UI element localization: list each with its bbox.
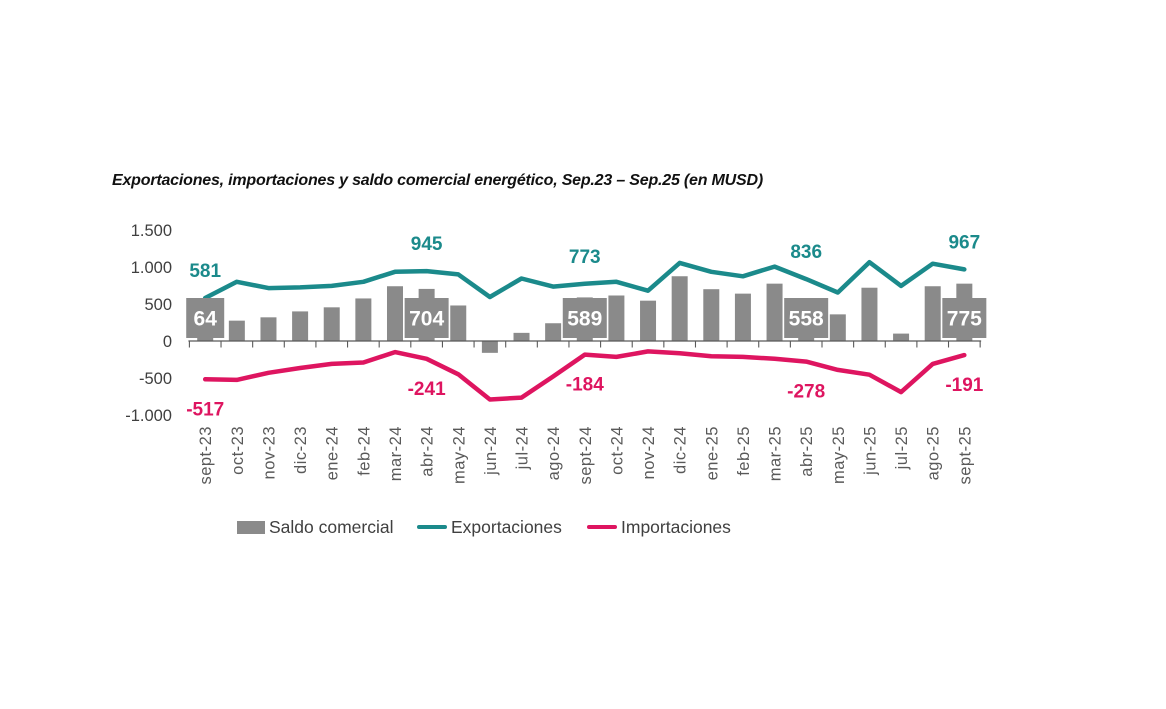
bar-ago-25: [924, 286, 941, 341]
x-label-feb-25: feb-25: [735, 426, 753, 476]
saldo-label-box: [404, 298, 449, 338]
bar-may-25: [829, 314, 846, 341]
saldo-label: 589: [567, 308, 602, 331]
bar-nov-24: [640, 300, 657, 341]
importaciones-label: -278: [787, 382, 825, 403]
exportaciones-label: 967: [948, 232, 980, 253]
exportaciones-label: 773: [569, 247, 601, 268]
bar-mar-24: [386, 286, 403, 341]
x-label-oct-24: oct-24: [608, 426, 626, 475]
legend-item-exportaciones: Exportaciones: [417, 514, 562, 540]
y-tick-label: 500: [144, 296, 172, 314]
x-label-jun-25: jun-25: [861, 426, 879, 476]
x-label-mar-25: mar-25: [767, 426, 785, 481]
legend-label-importaciones: Importaciones: [621, 516, 731, 537]
bar-nov-23: [260, 317, 277, 341]
bar-dic-24: [671, 276, 688, 341]
exportaciones-label: 836: [790, 242, 822, 263]
x-label-mar-24: mar-24: [387, 426, 405, 481]
saldo-label-box: [186, 298, 225, 338]
legend-item-importaciones: Importaciones: [587, 514, 731, 540]
bar-may-24: [450, 305, 467, 341]
importaciones-label: -184: [566, 375, 604, 396]
saldo-label: 704: [409, 308, 444, 331]
importaciones-line: [202, 349, 967, 402]
exportaciones-label: 945: [411, 234, 443, 255]
importaciones-label: -191: [945, 375, 983, 396]
x-label-sept-23: sept-23: [197, 426, 215, 485]
importaciones-line-swatch-icon: [587, 524, 617, 530]
bar-jun-24: [481, 341, 498, 353]
x-label-jun-24: jun-24: [482, 426, 500, 476]
x-label-oct-23: oct-23: [229, 426, 247, 475]
x-label-sept-25: sept-25: [956, 426, 974, 485]
x-label-ago-25: ago-25: [925, 426, 943, 480]
y-tick-label: 1.500: [131, 222, 172, 240]
x-label-ene-25: ene-25: [703, 426, 721, 480]
x-label-jul-24: jul-24: [514, 426, 532, 470]
saldo-label-box: [942, 298, 987, 338]
saldo-label: 775: [947, 308, 982, 331]
legend-item-saldo: Saldo comercial: [237, 514, 394, 540]
y-tick-label: -500: [139, 370, 172, 388]
x-label-nov-23: nov-23: [260, 426, 278, 479]
x-label-dic-24: dic-24: [672, 426, 690, 474]
y-tick-label: -1.000: [125, 407, 172, 425]
saldo-label-box: [784, 298, 829, 338]
x-label-sept-24: sept-24: [577, 426, 595, 485]
x-label-jul-25: jul-25: [893, 426, 911, 470]
x-label-feb-24: feb-24: [355, 426, 373, 476]
saldo-label: 558: [789, 308, 824, 331]
bar-feb-24: [355, 298, 372, 341]
bar-oct-23: [228, 320, 245, 341]
y-tick-label: 1.000: [131, 259, 172, 277]
x-label-ago-24: ago-24: [545, 426, 563, 480]
bar-jun-25: [861, 287, 878, 341]
x-label-abr-24: abr-24: [419, 426, 437, 477]
bar-ene-25: [703, 289, 720, 341]
exportaciones-label: 581: [189, 261, 221, 282]
saldo-label: 64: [194, 308, 218, 331]
x-label-dic-23: dic-23: [292, 426, 310, 474]
legend-label-saldo: Saldo comercial: [269, 516, 394, 537]
x-label-abr-25: abr-25: [798, 426, 816, 477]
y-tick-label: 0: [163, 333, 172, 351]
exportaciones-line-swatch-icon: [417, 524, 447, 530]
bar-dic-23: [292, 311, 309, 341]
bar-oct-24: [608, 295, 625, 341]
saldo-label-box: [562, 298, 607, 338]
bar-ago-24: [545, 323, 562, 341]
bar-ene-24: [323, 307, 340, 341]
chart-title: Exportaciones, importaciones y saldo com…: [112, 172, 763, 189]
importaciones-label: -517: [186, 399, 224, 420]
saldo-bar-swatch-icon: [237, 520, 265, 534]
bar-feb-25: [734, 293, 751, 341]
bar-jul-24: [513, 332, 530, 341]
legend-label-exportaciones: Exportaciones: [451, 516, 562, 537]
x-label-may-24: may-24: [450, 426, 468, 484]
x-label-may-25: may-25: [830, 426, 848, 484]
bar-mar-25: [766, 283, 783, 341]
x-label-nov-24: nov-24: [640, 426, 658, 479]
exportaciones-line: [202, 259, 967, 301]
importaciones-label: -241: [408, 379, 446, 400]
x-label-ene-24: ene-24: [324, 426, 342, 480]
bar-sept-23: [197, 336, 214, 341]
bar-jul-25: [893, 333, 910, 341]
